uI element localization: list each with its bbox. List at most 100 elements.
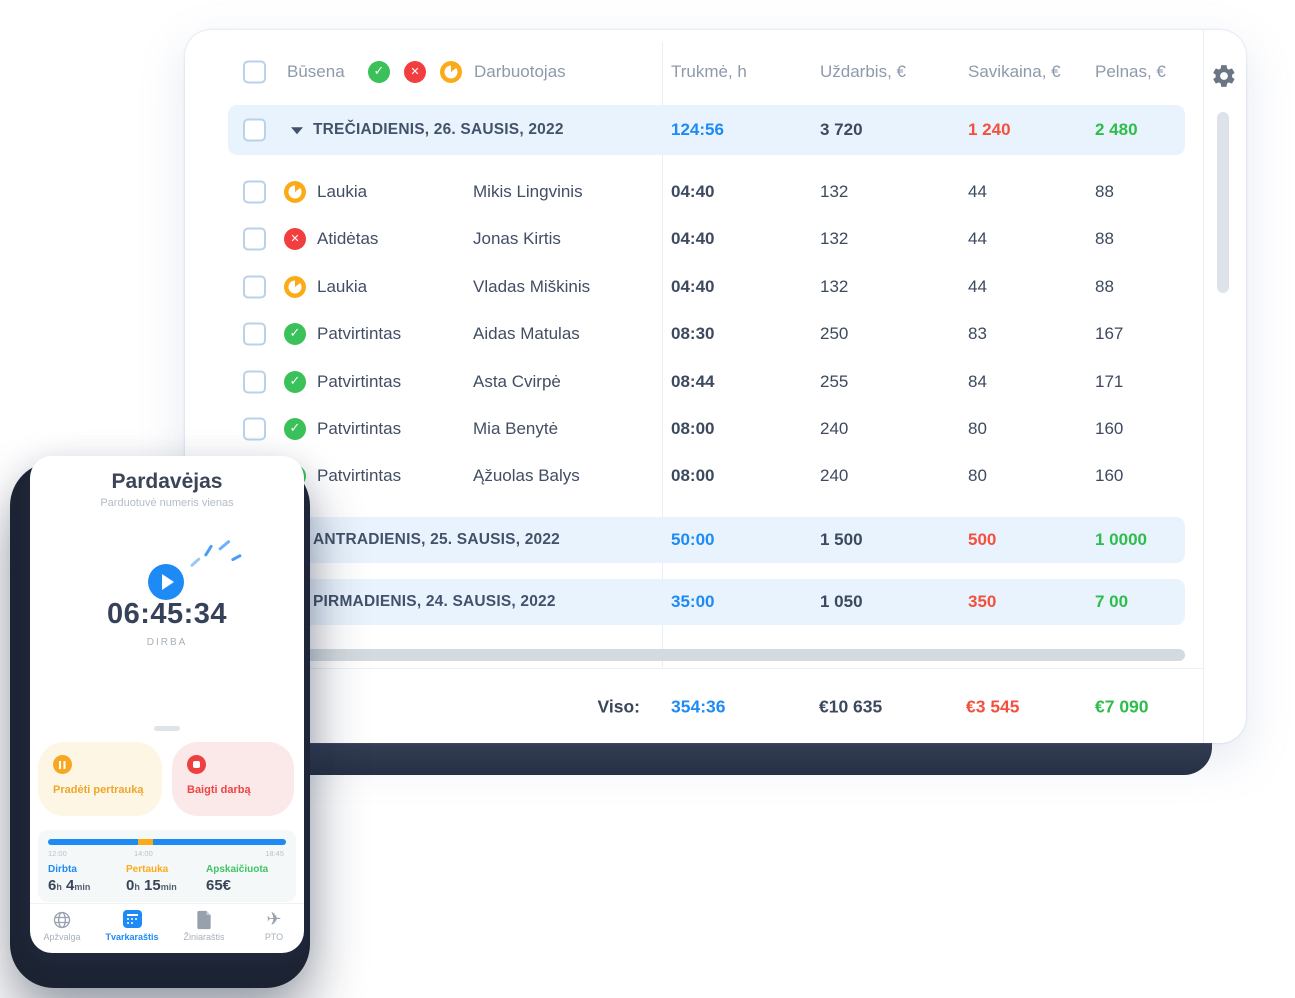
timesheet-table-card: Būsena Darbuotojas Trukmė, h Uždarbis, €… <box>185 30 1246 743</box>
bottom-navigation: Apžvalga Tvarkaraštis Žiniaraštis ✈ PTO <box>30 903 304 953</box>
day-timeline-card: 12:00 14:00 18:45 Dirbta 6h 4min Pertauk… <box>38 830 296 902</box>
row-profit: 88 <box>1095 228 1114 248</box>
row-checkbox[interactable] <box>243 275 266 298</box>
status-label: Atidėtas <box>317 228 379 248</box>
row-duration: 04:40 <box>671 181 715 201</box>
column-header-cost: Savikaina, € <box>968 62 1061 81</box>
column-header-earnings: Uždarbis, € <box>820 62 906 81</box>
row-cost: 83 <box>968 323 987 343</box>
employee-name: Asta Cvirpė <box>473 371 561 391</box>
table-row[interactable]: Patvirtintas Asta Cvirpė 08:44 255 84 17… <box>185 358 1203 405</box>
check-circle-icon <box>368 61 390 83</box>
drag-handle[interactable] <box>154 726 180 731</box>
group-duration: 35:00 <box>671 592 715 611</box>
row-earnings: 132 <box>820 181 849 201</box>
group-profit: 2 480 <box>1095 120 1138 139</box>
table-row[interactable]: Laukia Mikis Lingvinis 04:40 132 44 88 <box>185 168 1203 215</box>
table-row[interactable]: Patvirtintas Aidas Matulas 08:30 250 83 … <box>185 310 1203 357</box>
row-earnings: 240 <box>820 418 849 438</box>
horizontal-scrollbar[interactable] <box>240 649 1185 661</box>
break-label: Pertauka <box>126 864 169 875</box>
day-group-row[interactable]: PIRMADIENIS, 24. SAUSIS, 2022 35:00 1 05… <box>228 579 1185 625</box>
status-icon <box>284 227 306 250</box>
row-profit: 88 <box>1095 181 1114 201</box>
page-subtitle: Parduotuvė numeris vienas <box>100 497 234 509</box>
row-earnings: 132 <box>820 228 849 248</box>
employee-name: Mia Benytė <box>473 418 559 438</box>
gear-icon <box>1213 65 1235 87</box>
employee-name: Vladas Miškinis <box>473 276 591 296</box>
filter-pending[interactable] <box>440 61 462 83</box>
column-header-duration: Trukmė, h <box>671 62 747 81</box>
row-earnings: 255 <box>820 371 849 391</box>
group-duration: 124:56 <box>671 120 724 139</box>
nav-pto[interactable]: ✈ PTO <box>242 909 306 943</box>
group-duration: 50:00 <box>671 530 715 549</box>
group-checkbox[interactable] <box>243 118 266 142</box>
row-checkbox[interactable] <box>243 370 266 393</box>
employee-name: Aidas Matulas <box>473 323 580 343</box>
nav-label: Apžvalga <box>43 932 81 942</box>
row-checkbox[interactable] <box>243 417 266 440</box>
row-profit: 167 <box>1095 323 1124 343</box>
day-group-row[interactable]: ANTRADIENIS, 25. SAUSIS, 2022 50:00 1 50… <box>228 517 1185 563</box>
nav-schedule[interactable]: Tvarkaraštis <box>100 910 164 942</box>
nav-label: Žiniaraštis <box>183 932 225 942</box>
nav-overview[interactable]: Apžvalga <box>30 910 94 942</box>
row-cost: 44 <box>968 228 987 248</box>
totals-footer: PDF Viso: 354:36 €10 635 €3 545 €7 090 <box>185 668 1203 743</box>
start-break-button[interactable]: Pradėti pertrauką <box>38 742 162 816</box>
vertical-scrollbar[interactable] <box>1217 112 1229 293</box>
calendar-icon <box>122 910 142 930</box>
row-duration: 08:44 <box>671 371 715 391</box>
row-checkbox[interactable] <box>243 322 266 345</box>
status-icon <box>284 275 306 298</box>
group-cost: 350 <box>968 592 997 611</box>
status-label: Patvirtintas <box>317 418 402 438</box>
table-row[interactable]: Laukia Vladas Miškinis 04:40 132 44 88 <box>185 263 1203 310</box>
row-profit: 88 <box>1095 276 1114 296</box>
filter-approved[interactable] <box>368 61 390 83</box>
employee-name: Ąžuolas Balys <box>473 465 580 485</box>
clock-circle-icon <box>284 275 306 298</box>
break-value: 0h 15min <box>126 877 177 894</box>
settings-button[interactable] <box>1211 63 1237 89</box>
filter-declined[interactable] <box>404 61 426 83</box>
end-work-label: Baigti darbą <box>187 784 251 796</box>
break-segment <box>138 839 153 845</box>
status-label: Laukia <box>317 276 368 296</box>
motion-line <box>230 553 242 562</box>
motion-line <box>189 557 201 567</box>
employee-name: Jonas Kirtis <box>473 228 561 248</box>
column-divider <box>662 42 663 667</box>
row-checkbox[interactable] <box>243 227 266 250</box>
row-cost: 80 <box>968 465 987 485</box>
airplane-icon: ✈ <box>266 909 282 930</box>
work-timer: 06:45:34 <box>106 598 228 630</box>
row-earnings: 132 <box>820 276 849 296</box>
select-all-checkbox[interactable] <box>243 60 266 84</box>
play-button[interactable] <box>148 564 184 600</box>
day-group-row[interactable]: TREČIADIENIS, 26. SAUSIS, 2022 124:56 3 … <box>228 105 1185 155</box>
row-checkbox[interactable] <box>243 180 266 203</box>
row-earnings: 240 <box>820 465 849 485</box>
check-circle-icon <box>284 417 306 440</box>
tick-start: 12:00 <box>48 849 67 858</box>
chevron-down-icon[interactable] <box>291 127 303 135</box>
tick-end: 18:45 <box>265 849 284 858</box>
status-icon <box>284 370 306 393</box>
nav-timesheet[interactable]: Žiniaraštis <box>172 910 236 942</box>
table-row[interactable]: Patvirtintas Mia Benytė 08:00 240 80 160 <box>185 405 1203 452</box>
table-row[interactable]: Atidėtas Jonas Kirtis 04:40 132 44 88 <box>185 215 1203 262</box>
stop-circle-icon <box>187 755 206 774</box>
table-row[interactable]: Patvirtintas Ąžuolas Balys 08:00 240 80 … <box>185 452 1203 499</box>
row-cost: 44 <box>968 276 987 296</box>
tick-mid: 14:00 <box>134 849 153 858</box>
total-label: Viso: <box>597 696 640 717</box>
worked-time-bar <box>48 839 286 845</box>
end-work-button[interactable]: Baigti darbą <box>172 742 294 816</box>
calculated-label: Apskaičiuota <box>206 864 269 875</box>
start-break-label: Pradėti pertrauką <box>53 784 144 796</box>
total-cost: €3 545 <box>966 696 1020 717</box>
group-title: PIRMADIENIS, 24. SAUSIS, 2022 <box>313 593 556 610</box>
